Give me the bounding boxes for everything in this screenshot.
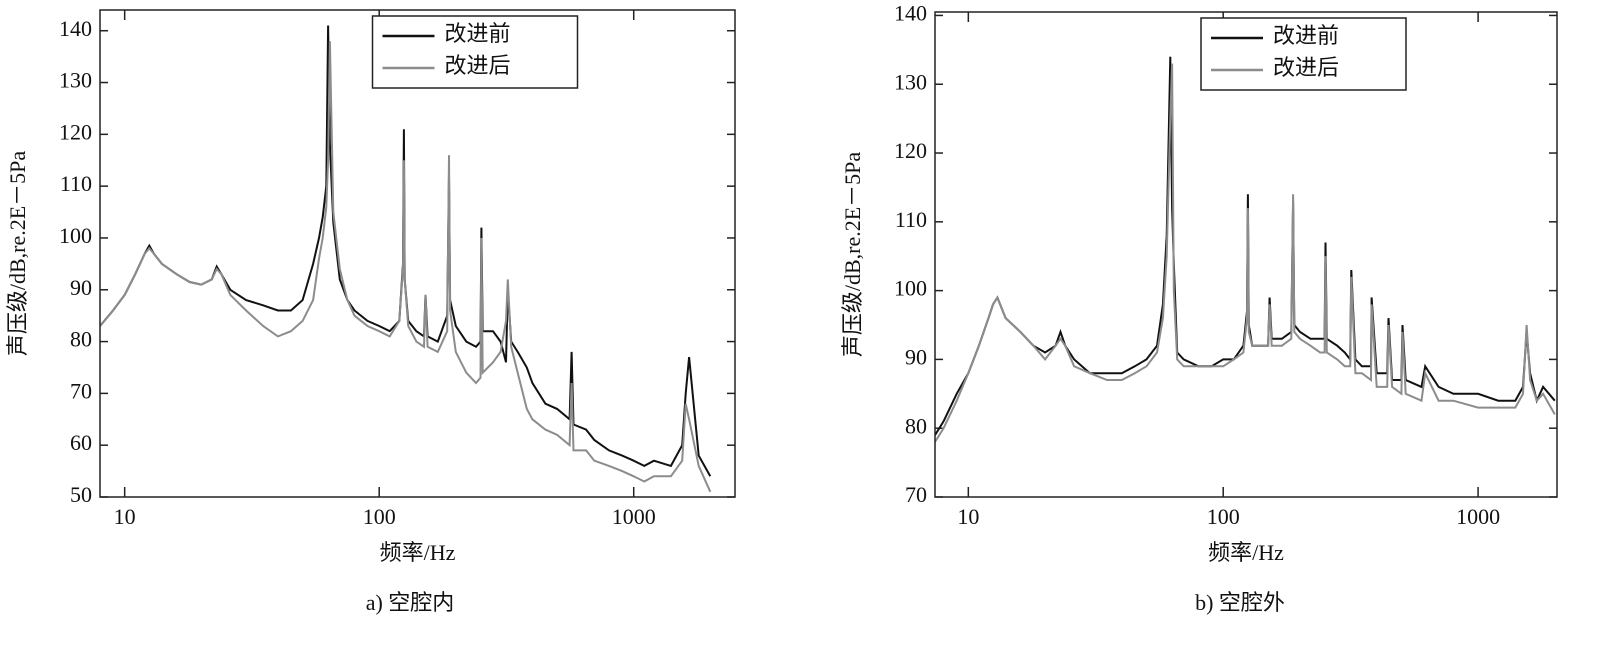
legend-label: 改进前 [1273, 23, 1339, 48]
y-axis-label: 声压级/dB,re.2E－5Pa [840, 152, 865, 358]
x-tick-label: 100 [363, 504, 396, 529]
y-tick-label: 80 [70, 327, 92, 352]
y-axis-label: 声压级/dB,re.2E－5Pa [5, 151, 30, 357]
y-tick-label: 120 [59, 119, 92, 144]
y-tick-label: 140 [894, 0, 927, 25]
y-tick-label: 140 [59, 16, 92, 41]
y-tick-label: 80 [905, 413, 927, 438]
legend-box [1200, 17, 1407, 91]
x-axis-label: 频率/Hz [380, 540, 456, 565]
y-tick-label: 100 [894, 276, 927, 301]
plot-frame [934, 11, 1558, 498]
y-tick-label: 120 [894, 138, 927, 163]
y-tick-label: 90 [70, 275, 92, 300]
y-tick-label: 110 [895, 207, 927, 232]
y-tick-label: 70 [905, 482, 927, 507]
x-tick-label: 1000 [612, 504, 656, 529]
legend-label: 改进后 [1273, 55, 1339, 80]
x-tick-label: 100 [1207, 504, 1240, 529]
y-tick-label: 100 [59, 223, 92, 248]
series-line [935, 63, 1556, 443]
legend-box [371, 15, 579, 89]
x-tick-label: 10 [957, 504, 979, 529]
y-tick-label: 130 [894, 69, 927, 94]
plot-frame [99, 9, 736, 498]
legend-label: 改进前 [445, 21, 511, 46]
y-tick-label: 70 [70, 378, 92, 403]
y-tick-label: 90 [905, 344, 927, 369]
x-axis-label: 频率/Hz [1208, 540, 1284, 565]
x-tick-label: 10 [114, 504, 136, 529]
x-tick-label: 1000 [1456, 504, 1500, 529]
caption: b) 空腔外 [1195, 590, 1285, 615]
y-tick-label: 110 [60, 171, 92, 196]
y-tick-label: 50 [70, 482, 92, 507]
series-line [935, 56, 1556, 436]
caption: a) 空腔内 [366, 590, 455, 615]
y-tick-label: 130 [59, 68, 92, 93]
legend-label: 改进后 [445, 53, 511, 78]
series-line [100, 41, 712, 493]
y-tick-label: 60 [70, 430, 92, 455]
